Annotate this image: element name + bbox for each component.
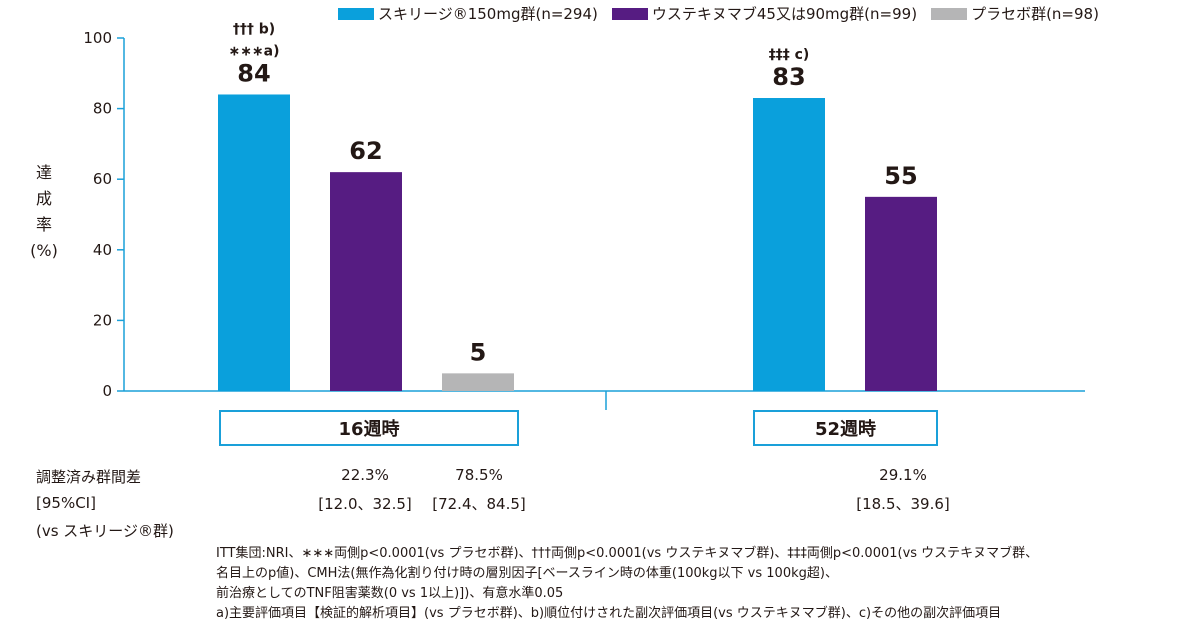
y-tick-label-20: 20: [93, 311, 112, 329]
diff-ci-16w-vs-ustekinumab: [12.0、32.5]: [318, 495, 412, 513]
y-tick-label-60: 60: [93, 170, 112, 188]
diff-pct-52w-vs-ustekinumab: 29.1%: [879, 466, 927, 484]
legend-swatch-placebo: [931, 7, 968, 20]
diff-pct-16w-vs-placebo: 78.5%: [455, 466, 503, 484]
bar-0-0: [218, 94, 290, 391]
diff-pct-16w-vs-ustekinumab: 22.3%: [341, 466, 389, 484]
legend-label-ustekinumab: ウステキヌマブ45又は90mg群(n=99): [651, 5, 918, 23]
footnote-line-3: 前治療としてのTNF阻害薬数(0 vs 1以上)])、有意水準0.05: [216, 586, 564, 601]
diff-label-1: 調整済み群間差: [36, 468, 142, 486]
diff-label-3: (vs スキリージ®群): [36, 522, 174, 540]
data-label-1-1: 55: [884, 162, 917, 190]
bar-0-2: [442, 373, 514, 391]
footnote-line-2: 名目上のp値)、CMH法(無作為化割り付け時の層別因子[ベースライン時の体重(1…: [216, 566, 838, 581]
y-axis-label-unit: (%): [30, 241, 58, 260]
legend-item-risankizumab: スキリージ®150mg群(n=294): [338, 3, 598, 24]
annotation-1-0: ‡‡‡ c): [769, 47, 810, 63]
legend-swatch-risankizumab: [338, 7, 374, 20]
diff-label-2: [95%CI]: [36, 494, 96, 512]
data-label-0-0: 84: [237, 59, 270, 87]
legend: スキリージ®150mg群(n=294) ウステキヌマブ45又は90mg群(n=9…: [338, 3, 1099, 24]
diff-ci-52w-vs-ustekinumab: [18.5、39.6]: [856, 495, 950, 513]
bar-1-0: [753, 98, 825, 391]
y-axis-label-main: 達成率: [35, 163, 52, 234]
annotation-0-0: ††† b): [233, 21, 275, 37]
y-tick-label-0: 0: [102, 382, 112, 400]
legend-label-placebo: プラセボ群(n=98): [971, 5, 1099, 23]
data-label-0-1: 62: [349, 137, 382, 165]
y-tick-label-100: 100: [83, 29, 112, 47]
footnote-line-1: ITT集団:NRI、∗∗∗両側p<0.0001(vs プラセボ群)、†††両側p…: [216, 546, 1039, 561]
group-label-52w: 52週時: [753, 410, 938, 446]
group-label-16w: 16週時: [219, 410, 519, 446]
diff-ci-16w-vs-placebo: [72.4、84.5]: [432, 495, 526, 513]
data-label-0-2: 5: [470, 338, 487, 366]
bar-1-1: [865, 196, 937, 391]
y-axis-label: 達成率 (%): [22, 160, 66, 264]
y-tick-label-40: 40: [93, 241, 112, 259]
data-label-1-0: 83: [772, 63, 805, 91]
legend-swatch-ustekinumab: [611, 7, 648, 20]
legend-item-ustekinumab: ウステキヌマブ45又は90mg群(n=99): [611, 3, 918, 24]
footnotes: ITT集団:NRI、∗∗∗両側p<0.0001(vs プラセボ群)、†††両側p…: [216, 544, 1038, 624]
legend-item-placebo: プラセボ群(n=98): [931, 3, 1099, 24]
bar-0-1: [330, 172, 402, 391]
y-tick-label-80: 80: [93, 100, 112, 118]
annotation-0-1: ∗∗∗a): [228, 43, 279, 59]
footnote-line-4: a)主要評価項目【検証的解析項目】(vs プラセボ群)、b)順位付けされた副次評…: [216, 606, 1002, 621]
legend-label-risankizumab: スキリージ®150mg群(n=294): [378, 5, 598, 23]
